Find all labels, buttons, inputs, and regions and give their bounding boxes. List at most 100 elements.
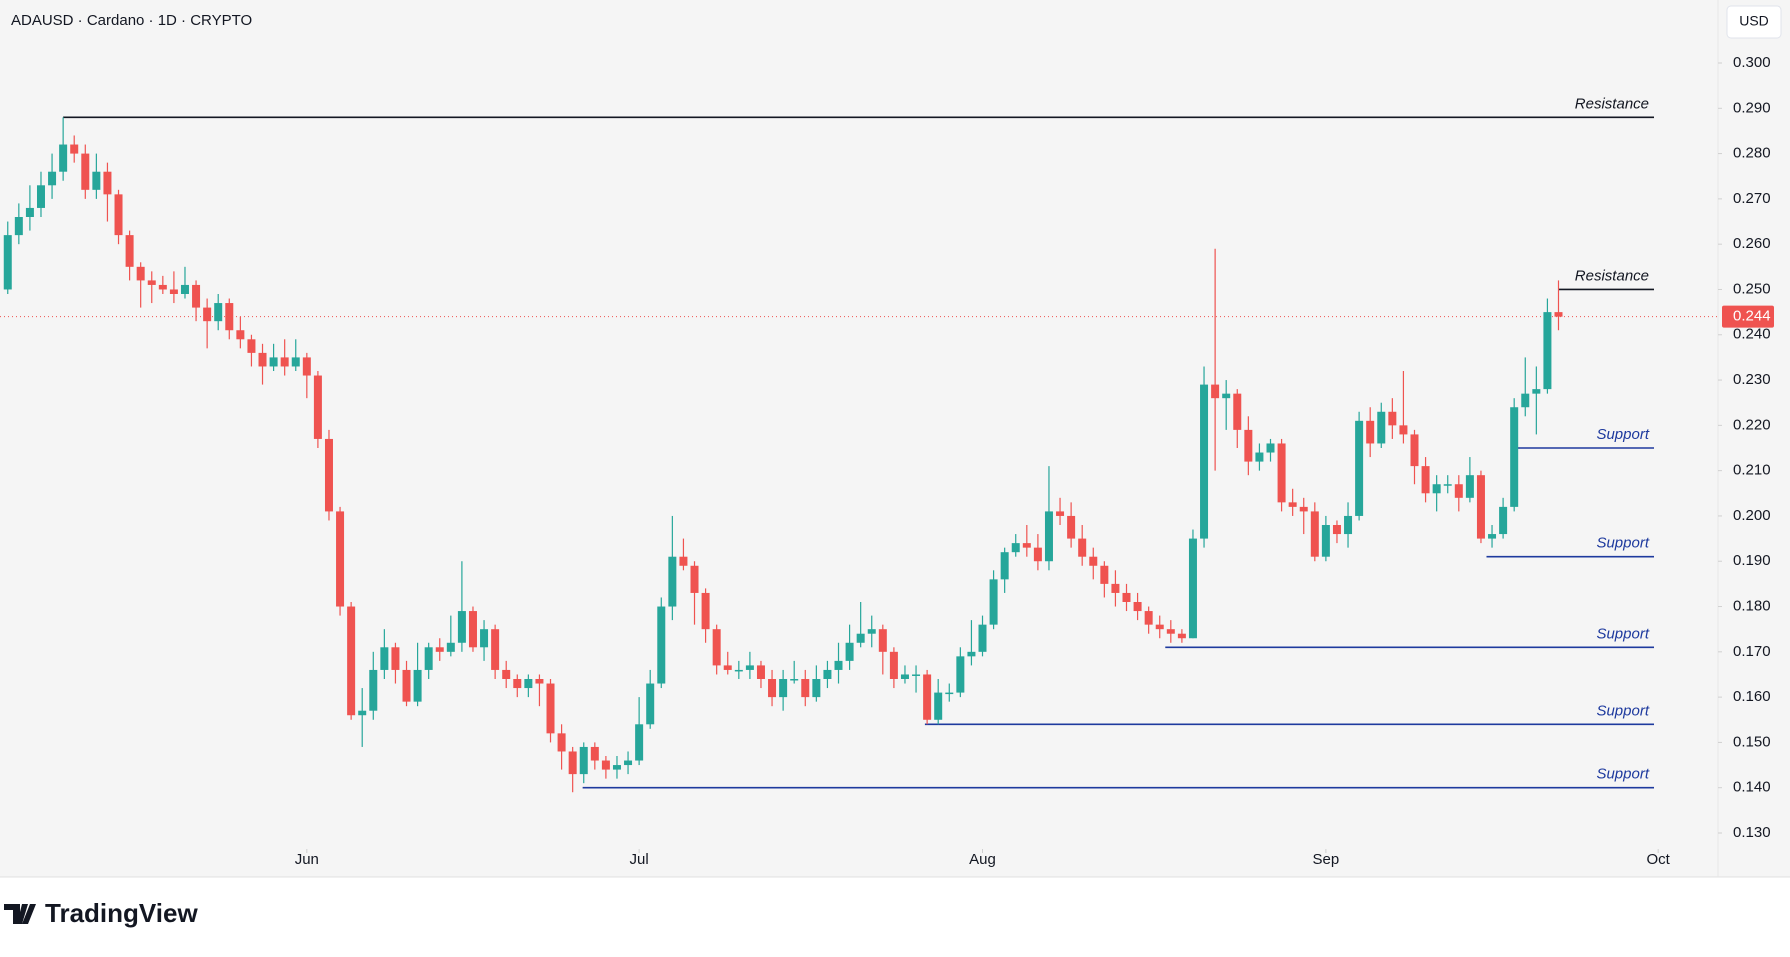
last-price-box <box>1722 305 1774 328</box>
logo-icon <box>4 904 36 924</box>
candle-body <box>1277 443 1286 503</box>
candle-body <box>1465 475 1474 498</box>
candle-body <box>324 438 333 512</box>
candle-body <box>1454 484 1463 498</box>
candle-body <box>92 171 101 190</box>
candle-body <box>723 665 732 670</box>
candle-body <box>1355 420 1364 516</box>
candle-body <box>1222 393 1231 399</box>
candle-body <box>690 565 699 593</box>
candle-body <box>624 760 633 766</box>
candle-body <box>1510 407 1519 507</box>
candle-body <box>945 692 954 695</box>
candle-body <box>468 611 477 648</box>
currency-button[interactable] <box>1726 5 1782 39</box>
candle-body <box>1122 592 1131 602</box>
candle-body <box>1488 534 1497 539</box>
candle-body <box>36 185 45 208</box>
candle-body <box>369 669 378 711</box>
candle-body <box>845 642 854 661</box>
last-price-label: 0.244 <box>1733 308 1771 325</box>
candle-body <box>1421 466 1430 494</box>
candle-body <box>280 357 289 367</box>
candle-body <box>768 679 777 698</box>
candle-body <box>1332 525 1341 535</box>
candle-body <box>1100 565 1109 584</box>
candle-body <box>1499 506 1508 535</box>
level-label: Resistance <box>1575 267 1649 284</box>
candle-body <box>790 679 799 681</box>
candle-body <box>424 647 433 670</box>
candle-body <box>269 357 278 367</box>
level-label: Support <box>1596 766 1649 783</box>
candle-body <box>967 651 976 657</box>
candle-body <box>1011 543 1020 553</box>
candle-body <box>236 330 245 340</box>
candle-body <box>513 679 522 689</box>
candle-body <box>679 556 688 566</box>
level-label: Support <box>1596 702 1649 719</box>
candle-body <box>1432 484 1441 494</box>
candle-body <box>557 733 566 752</box>
candle-body <box>491 629 500 670</box>
candle-body <box>1388 411 1397 426</box>
candle-body <box>59 144 68 172</box>
y-tick-label: 0.130 <box>1733 824 1771 841</box>
candle-body <box>1166 629 1175 634</box>
candle-body <box>1321 525 1330 557</box>
candle-body <box>1377 411 1386 444</box>
candle-body <box>856 633 865 643</box>
y-tick-label: 0.260 <box>1733 235 1771 252</box>
candle-body <box>923 674 932 720</box>
candle-body <box>978 624 987 652</box>
level-label: Support <box>1596 625 1649 642</box>
candle-body <box>1188 538 1197 639</box>
y-tick-label: 0.280 <box>1733 145 1771 162</box>
x-tick-label: Jul <box>630 851 649 868</box>
candle-body <box>867 629 876 634</box>
candle-body <box>258 352 267 367</box>
candle-body <box>745 665 754 670</box>
x-tick-label: Oct <box>1647 851 1671 868</box>
candle-body <box>823 669 832 679</box>
candle-body <box>502 669 511 679</box>
candle-body <box>158 284 167 290</box>
candle-body <box>1399 425 1408 435</box>
y-tick-label: 0.170 <box>1733 643 1771 660</box>
candle-body <box>1211 384 1220 399</box>
candle-body <box>336 511 345 607</box>
candle-body <box>480 629 489 648</box>
candle-body <box>535 679 544 684</box>
candle-body <box>1144 611 1153 625</box>
logo-text: TradingView <box>45 898 198 928</box>
candle-body <box>1476 475 1485 539</box>
candle-body <box>1255 452 1264 462</box>
candle-body <box>1288 502 1297 507</box>
level-label: Support <box>1596 426 1649 443</box>
candle-body <box>1022 543 1031 548</box>
candle-body <box>125 235 134 267</box>
candle-body <box>989 579 998 625</box>
candle-body <box>1554 312 1563 317</box>
candle-body <box>1067 515 1076 539</box>
candle-body <box>1044 511 1053 562</box>
candle-body <box>347 606 356 716</box>
y-tick-label: 0.140 <box>1733 779 1771 796</box>
plot-background <box>0 0 1790 877</box>
y-tick-label: 0.150 <box>1733 733 1771 750</box>
candle-body <box>1310 511 1319 557</box>
candle-body <box>180 284 189 294</box>
candle-body <box>48 171 57 186</box>
candle-body <box>391 647 400 670</box>
y-tick-label: 0.180 <box>1733 597 1771 614</box>
candle-body <box>834 660 843 670</box>
candle-body <box>801 679 810 698</box>
candle-body <box>1521 393 1530 408</box>
candle-body <box>590 746 599 761</box>
candle-body <box>380 647 389 670</box>
symbol-title: ADAUSD · Cardano · 1D · CRYPTO <box>11 12 252 29</box>
candle-body <box>313 375 322 439</box>
candle-body <box>657 606 666 684</box>
x-tick-label: Aug <box>969 851 996 868</box>
